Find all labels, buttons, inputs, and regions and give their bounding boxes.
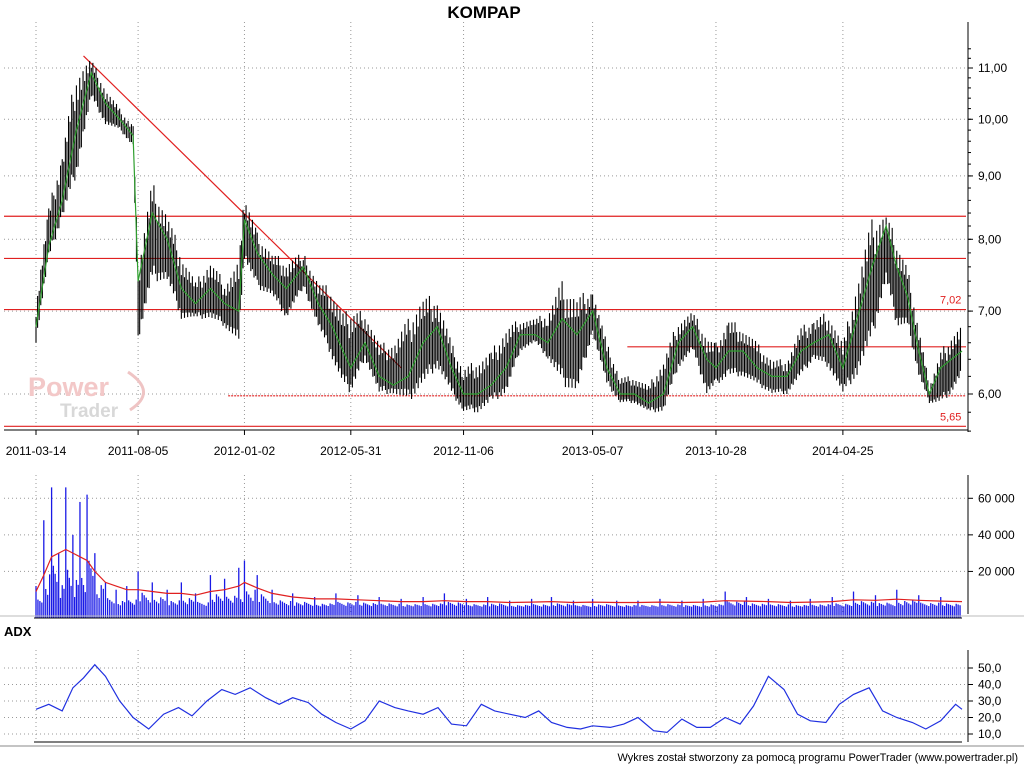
watermark-power: Power (28, 372, 110, 402)
adx-series (35, 663, 963, 734)
x-tick-label: 2012-11-06 (433, 444, 494, 458)
adx-y-tick-label: 20,0 (978, 711, 1002, 725)
text-layer: 2011-03-14 2011-08-05 2012-01-02 2012-05-31… (4, 3, 1018, 764)
footer-credit: Wykres został stworzony za pomocą progra… (617, 752, 1018, 764)
adx-y-tick-label: 50,0 (978, 661, 1002, 675)
trend-line (83, 55, 402, 369)
price-series (35, 60, 963, 413)
price-y-tick-label: 8,00 (978, 232, 1002, 246)
axes (0, 22, 1024, 747)
adx-panel-title: ADX (4, 624, 32, 639)
x-tick-label: 2011-08-05 (108, 444, 169, 458)
price-y-tick-label: 10,00 (978, 112, 1008, 126)
x-tick-label: 2012-05-31 (320, 444, 382, 458)
volume-average-line (35, 548, 963, 604)
volume-y-tick-label: 20 000 (978, 564, 1015, 578)
adx-line (35, 663, 963, 734)
volume-series (35, 487, 963, 618)
x-tick-label: 2014-04-25 (812, 444, 874, 458)
chart-title: KOMPAP (447, 3, 520, 22)
adx-y-tick-label: 40,0 (978, 678, 1002, 692)
x-tick-label: 2011-03-14 (6, 444, 67, 458)
level-label: 7,02 (940, 295, 961, 307)
adx-y-tick-label: 10,0 (978, 727, 1002, 741)
adx-y-tick-label: 30,0 (978, 694, 1002, 708)
volume-y-tick-label: 40 000 (978, 528, 1015, 542)
x-tick-label: 2013-10-28 (685, 444, 747, 458)
x-tick-label: 2013-05-07 (562, 444, 624, 458)
watermark-arc (127, 370, 145, 412)
price-y-tick-label: 9,00 (978, 169, 1002, 183)
watermark: PowerTrader (28, 370, 145, 422)
price-y-tick-label: 6,00 (978, 387, 1002, 401)
close-line (35, 71, 963, 404)
x-tick-label: 2012-01-02 (214, 444, 276, 458)
level-label: 5,65 (940, 411, 961, 423)
price-y-tick-label: 7,00 (978, 304, 1002, 318)
watermark-trader: Trader (60, 401, 119, 422)
price-y-tick-label: 11,00 (978, 61, 1007, 75)
volume-y-tick-label: 60 000 (978, 491, 1015, 505)
